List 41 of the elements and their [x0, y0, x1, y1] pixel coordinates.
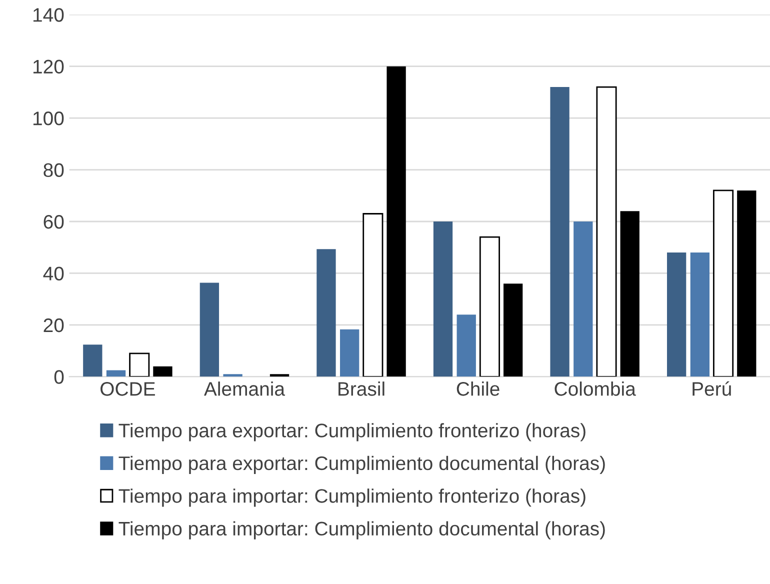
- bar: [106, 370, 126, 377]
- bar: [737, 190, 756, 377]
- y-tick-label: 80: [44, 163, 64, 178]
- bar: [153, 366, 172, 377]
- y-tick-label: 40: [43, 266, 64, 280]
- bar: [504, 284, 523, 377]
- bar: [362, 213, 384, 377]
- bar: [270, 374, 290, 377]
- x-tick-label: Brasil: [338, 382, 384, 396]
- bar: [713, 190, 734, 377]
- y-tick-label: 0: [54, 370, 64, 384]
- bar: [666, 252, 686, 377]
- bar: [83, 344, 102, 377]
- bar: [386, 66, 406, 377]
- y-tick-label: 120: [33, 60, 64, 74]
- bar: [456, 314, 476, 377]
- bar: [340, 329, 360, 377]
- bar: [550, 87, 570, 377]
- legend-label: Tiempo para exportar: Cumplimiento documental (horas): [118, 456, 605, 474]
- bar: [129, 352, 150, 377]
- bar: [690, 252, 710, 377]
- legend-label: Tiempo para exportar: Cumplimiento fronterizo (horas): [118, 423, 586, 442]
- x-tick-label: OCDE: [100, 382, 155, 396]
- y-tick-label: 100: [33, 112, 64, 126]
- x-tick-label: Perú: [692, 381, 731, 396]
- bar: [479, 236, 500, 377]
- bar: [223, 374, 242, 377]
- bar: [620, 211, 640, 377]
- y-tick-label: 20: [44, 318, 64, 332]
- x-tick-label: Alemania: [204, 382, 286, 396]
- y-tick-label: 140: [33, 8, 64, 22]
- y-tick-label: 60: [44, 214, 64, 229]
- legend-label: Tiempo para importar: Cumplimiento documental (horas): [118, 521, 605, 540]
- legend-label: Tiempo para importar: Cumplimiento fronterizo (horas): [118, 488, 586, 507]
- x-tick-label: Colombia: [554, 382, 636, 396]
- bar: [433, 222, 453, 377]
- bar: [200, 282, 220, 377]
- bar: [316, 249, 336, 377]
- x-tick-label: Chile: [456, 382, 500, 396]
- bar: [574, 222, 593, 377]
- bar: [596, 86, 617, 377]
